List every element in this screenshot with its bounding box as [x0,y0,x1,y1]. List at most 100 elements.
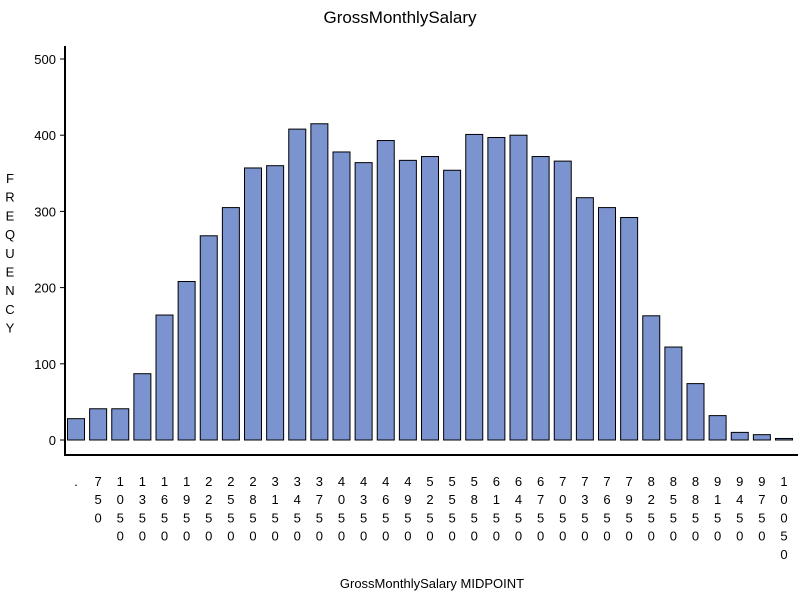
x-tick-char: 1 [139,474,146,489]
bar [221,207,240,441]
x-tick-char: 5 [670,492,677,507]
bar [575,197,594,441]
x-tick-label: . [74,474,78,489]
x-tick-label: 7 3 5 0 [581,474,588,544]
x-tick-char: 5 [161,510,168,525]
x-tick-label: 6 4 5 0 [515,474,522,544]
x-tick-char: 5 [471,474,478,489]
bar [686,383,705,441]
x-tick-char: 0 [648,529,655,544]
x-tick-label: 5 2 5 0 [426,474,433,544]
y-axis-label-letter: E [6,208,15,223]
x-tick-char: 0 [338,492,345,507]
x-tick-char: 1 [161,474,168,489]
x-tick-char: 5 [449,492,456,507]
x-tick-char: 5 [95,492,102,507]
x-tick-char: 1 [780,474,787,489]
x-tick-char: 5 [670,510,677,525]
x-tick-char: 0 [139,529,146,544]
x-tick-char: 5 [117,510,124,525]
x-tick-label: 3 7 5 0 [316,474,323,544]
x-tick-char: 1 [183,474,190,489]
x-tick-char: 5 [227,510,234,525]
x-tick-label: 2 8 5 0 [249,474,256,544]
x-tick-char: 4 [360,474,367,489]
x-tick-char: 2 [205,492,212,507]
x-tick-char: 0 [780,492,787,507]
x-tick-label: 8 8 5 0 [692,474,699,544]
x-tick-char: 0 [117,492,124,507]
x-tick-char: 5 [183,510,190,525]
x-tick-char: 0 [471,529,478,544]
x-tick-char: 0 [758,529,765,544]
x-tick-char: 5 [515,510,522,525]
x-tick-char: 8 [648,474,655,489]
x-tick-label: 7 5 0 [95,474,102,525]
y-axis-label-letter: F [6,171,14,186]
bar [553,160,572,441]
y-axis-label-letter: C [5,302,14,317]
x-tick-char: 0 [95,510,102,525]
x-tick-char: 7 [316,492,323,507]
y-axis-label-letter: U [5,246,14,261]
x-tick-char: 5 [736,510,743,525]
x-tick-char: 0 [581,529,588,544]
x-tick-char: 3 [316,474,323,489]
x-tick-char: 5 [471,510,478,525]
bar [620,216,639,441]
x-tick-label: 3 1 5 0 [272,474,279,544]
x-tick-char: 6 [603,492,610,507]
x-tick-char: 2 [426,492,433,507]
x-tick-label: 1 0 0 5 0 [780,474,787,562]
x-tick-char: 5 [626,510,633,525]
x-tick-char: 0 [382,529,389,544]
x-tick-char: 9 [736,474,743,489]
x-tick-char: 4 [736,492,743,507]
x-tick-char: . [74,474,78,489]
x-tick-char: 3 [581,492,588,507]
x-tick-char: 2 [648,492,655,507]
x-tick-char: 5 [426,510,433,525]
bar [133,373,152,441]
x-tick-char: 5 [338,510,345,525]
x-tick-char: 5 [714,510,721,525]
x-tick-char: 0 [183,529,190,544]
x-tick-char: 0 [449,529,456,544]
x-tick-label: 1 3 5 0 [139,474,146,544]
x-tick-char: 5 [426,474,433,489]
x-tick-char: 0 [493,529,500,544]
x-tick-char: 0 [360,529,367,544]
x-tick-char: 5 [692,510,699,525]
y-tick-label: 500 [34,52,56,67]
x-tick-char: 5 [382,510,389,525]
x-tick-char: 5 [272,510,279,525]
x-tick-char: 9 [758,474,765,489]
bar [730,431,749,441]
x-tick-char: 0 [670,529,677,544]
bar [111,408,130,441]
x-tick-char: 7 [537,492,544,507]
x-tick-label: 9 4 5 0 [736,474,743,544]
x-tick-char: 0 [515,529,522,544]
x-tick-char: 1 [493,492,500,507]
x-tick-char: 4 [515,492,522,507]
x-tick-char: 0 [316,529,323,544]
x-tick-char: 2 [205,474,212,489]
x-tick-char: 0 [736,529,743,544]
x-tick-label: 5 5 5 0 [449,474,456,544]
y-axis-label-letter: E [6,265,15,280]
x-tick-char: 5 [449,510,456,525]
y-tick-label: 400 [34,128,56,143]
x-tick-char: 0 [205,529,212,544]
x-tick-char: 5 [537,510,544,525]
x-tick-label: 4 6 5 0 [382,474,389,544]
bar [288,128,307,441]
x-tick-char: 0 [559,492,566,507]
x-tick-char: 4 [338,474,345,489]
bar [89,408,108,441]
x-tick-char: 5 [648,510,655,525]
x-tick-char: 0 [338,529,345,544]
x-tick-char: 5 [294,510,301,525]
